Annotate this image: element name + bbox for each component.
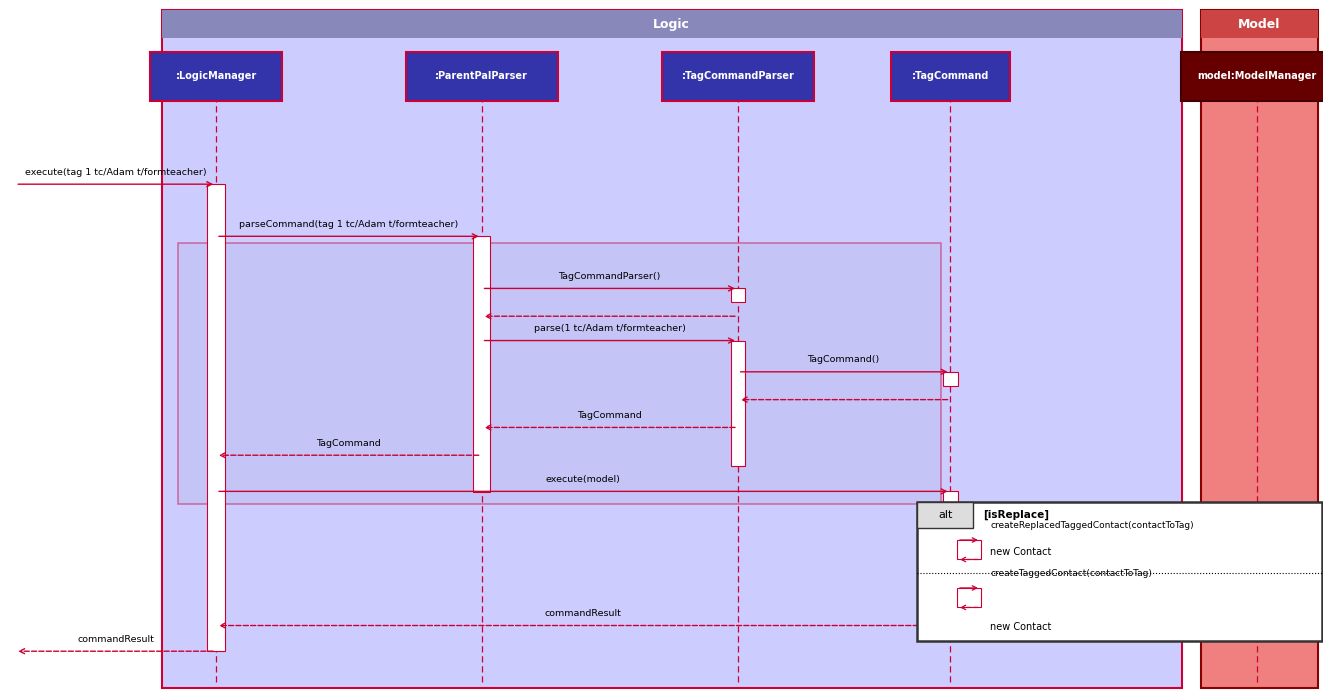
Bar <box>917 502 973 528</box>
Text: :ParentPalParser: :ParentPalParser <box>435 72 528 81</box>
Text: [isReplace]: [isReplace] <box>984 510 1049 520</box>
Text: TagCommand(): TagCommand() <box>808 355 880 364</box>
Bar <box>1250 582 1264 606</box>
Bar <box>1202 10 1318 688</box>
Text: createReplacedTaggedContact(contactToTag): createReplacedTaggedContact(contactToTag… <box>990 521 1194 530</box>
Bar <box>208 184 225 651</box>
Bar <box>150 52 282 101</box>
Text: execute(model): execute(model) <box>546 475 620 484</box>
Text: :LogicManager: :LogicManager <box>176 72 257 81</box>
Bar <box>944 372 958 386</box>
Text: alt: alt <box>938 510 953 520</box>
Bar <box>178 243 941 504</box>
Text: TagCommand: TagCommand <box>578 411 642 420</box>
Bar <box>162 10 1182 688</box>
Text: TagCommandParser(): TagCommandParser() <box>559 272 662 281</box>
Text: parse(1 tc/Adam t/formteacher): parse(1 tc/Adam t/formteacher) <box>534 324 685 333</box>
Text: createTaggedContact(contactToTag): createTaggedContact(contactToTag) <box>990 569 1151 578</box>
Text: :TagCommandParser: :TagCommandParser <box>681 72 795 81</box>
Bar <box>406 52 558 101</box>
Bar <box>662 52 813 101</box>
Text: setContact(): setContact() <box>1074 565 1133 574</box>
Bar <box>957 540 981 559</box>
Text: execute(tag 1 tc/Adam t/formteacher): execute(tag 1 tc/Adam t/formteacher) <box>25 167 206 177</box>
Text: commandResult: commandResult <box>544 609 622 618</box>
Text: TagCommand: TagCommand <box>315 439 381 448</box>
Text: new Contact: new Contact <box>990 547 1051 557</box>
Text: Model: Model <box>1238 18 1280 31</box>
Text: parseCommand(tag 1 tc/Adam t/formteacher): parseCommand(tag 1 tc/Adam t/formteacher… <box>238 220 458 229</box>
Text: commandResult: commandResult <box>77 635 154 644</box>
Bar <box>944 491 958 637</box>
Bar <box>731 341 745 466</box>
Bar <box>731 288 745 302</box>
Bar <box>473 236 490 492</box>
Text: new Contact: new Contact <box>990 622 1051 632</box>
Bar <box>162 10 1182 38</box>
Bar <box>957 588 981 607</box>
Text: :TagCommand: :TagCommand <box>912 72 989 81</box>
Bar <box>1202 10 1318 38</box>
Text: Logic: Logic <box>654 18 691 31</box>
Text: model:ModelManager: model:ModelManager <box>1198 72 1316 81</box>
Bar <box>1248 580 1266 606</box>
Bar <box>1181 52 1331 101</box>
Bar <box>890 52 1010 101</box>
Bar <box>917 502 1322 641</box>
